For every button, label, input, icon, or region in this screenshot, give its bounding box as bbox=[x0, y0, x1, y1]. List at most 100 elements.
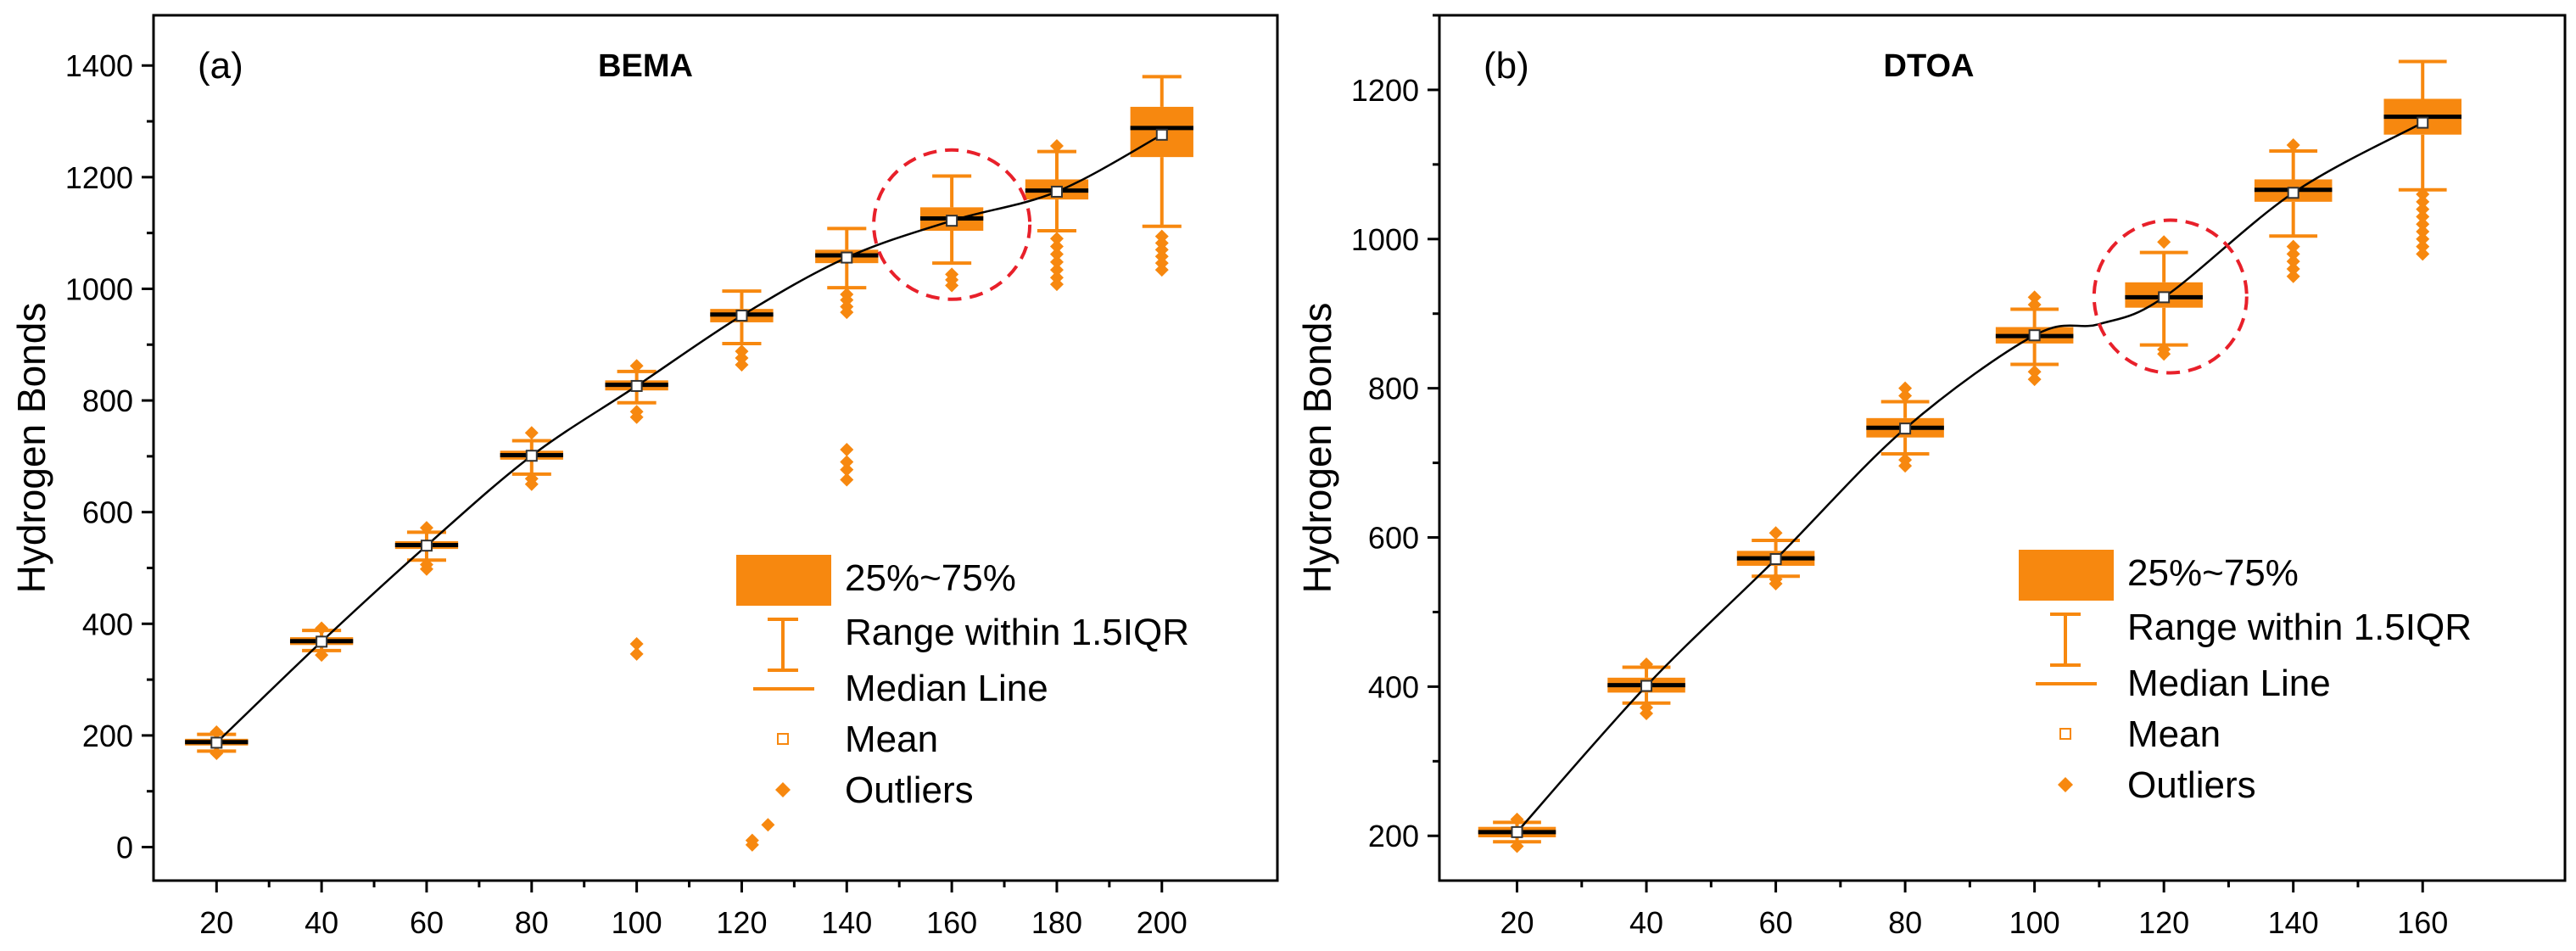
x-tick-label: 40 bbox=[305, 905, 338, 940]
outlier-point bbox=[2286, 261, 2300, 276]
outlier-point bbox=[1769, 572, 1783, 586]
x-tick-label: 60 bbox=[1759, 905, 1793, 940]
mean-marker bbox=[946, 215, 958, 227]
outlier-point bbox=[315, 648, 329, 663]
mean-marker bbox=[630, 379, 643, 392]
outlier-point bbox=[524, 426, 539, 440]
outlier-point bbox=[2157, 235, 2171, 249]
x-tick-label: 120 bbox=[2138, 905, 2189, 940]
outlier-point bbox=[2157, 342, 2171, 356]
legend-swatch-box bbox=[736, 555, 831, 606]
mean-marker bbox=[1769, 553, 1782, 566]
box-160 bbox=[919, 174, 984, 293]
chart-title: BEMA bbox=[598, 48, 693, 84]
outlier-point bbox=[2416, 217, 2430, 232]
legend-swatch-mean bbox=[2059, 728, 2071, 740]
highlight-circle bbox=[872, 148, 1032, 301]
outlier-point bbox=[761, 818, 775, 832]
chart-title: DTOA bbox=[1884, 48, 1975, 84]
y-tick-label: 1000 bbox=[1351, 222, 1419, 257]
outlier-point bbox=[524, 472, 539, 486]
outlier-point bbox=[840, 455, 854, 469]
legend-swatch-outlier bbox=[2058, 777, 2073, 792]
outlier-point bbox=[1640, 657, 1654, 671]
y-tick-label: 1000 bbox=[65, 271, 133, 306]
y-tick-label: 800 bbox=[82, 383, 133, 418]
chart-panel-a: 0 200 400 600 800 1000 1200 1400 20 40 60 80 100 120 1… bbox=[9, 14, 1279, 940]
outlier-point bbox=[629, 359, 644, 373]
y-tick-label: 800 bbox=[1368, 372, 1419, 406]
outlier-point bbox=[1154, 229, 1169, 243]
legend: 25%~75% Range within 1.5IQR Median Line Mea… bbox=[736, 555, 1189, 811]
outlier-point bbox=[1049, 239, 1064, 254]
x-tick-label: 140 bbox=[821, 905, 872, 940]
x-tick-label: 180 bbox=[1031, 905, 1082, 940]
outlier-point bbox=[1049, 247, 1064, 261]
outlier-point bbox=[1049, 263, 1064, 277]
y-axis-label: Hydrogen Bonds bbox=[1295, 303, 1339, 594]
outlier-point bbox=[2416, 194, 2430, 209]
outlier-point bbox=[735, 344, 749, 359]
outlier-point bbox=[2286, 247, 2300, 261]
outlier-point bbox=[210, 724, 224, 739]
box-180 bbox=[1025, 138, 1089, 292]
outlier-point bbox=[629, 636, 644, 651]
box-120 bbox=[2125, 235, 2203, 361]
outlier-point bbox=[945, 267, 959, 282]
outlier-point bbox=[2027, 365, 2042, 379]
plot-frame bbox=[1438, 14, 2567, 882]
outlier-point bbox=[2416, 202, 2430, 216]
mean-marker bbox=[2287, 187, 2299, 199]
outlier-point bbox=[1898, 389, 1913, 403]
x-tick-label: 80 bbox=[1888, 905, 1922, 940]
box-100 bbox=[605, 359, 668, 661]
outlier-point bbox=[2286, 138, 2300, 152]
outlier-point bbox=[2027, 372, 2042, 387]
x-tick-label: 200 bbox=[1137, 905, 1187, 940]
legend-swatch-outlier bbox=[775, 782, 791, 797]
y-tick-label: 200 bbox=[1368, 819, 1419, 853]
chart-panel-b: 200 400 600 800 1000 1200 20 40 60 80 100 120 140 160… bbox=[1295, 14, 2567, 940]
outlier-point bbox=[1769, 526, 1783, 540]
x-tick-label: 160 bbox=[2397, 905, 2448, 940]
mean-marker bbox=[2417, 116, 2429, 129]
box-140 bbox=[2254, 138, 2333, 283]
outlier-point bbox=[1510, 839, 1524, 853]
x-tick-label: 160 bbox=[926, 905, 977, 940]
outlier-point bbox=[2027, 290, 2042, 305]
outlier-point bbox=[2286, 255, 2300, 269]
panel-label: (b) bbox=[1484, 45, 1529, 87]
outlier-point bbox=[1049, 255, 1064, 269]
y-tick-label: 1400 bbox=[65, 48, 133, 83]
y-tick-label: 600 bbox=[82, 495, 133, 530]
box-200 bbox=[1130, 75, 1193, 277]
outlier-point bbox=[419, 521, 433, 535]
y-tick-label: 600 bbox=[1368, 521, 1419, 556]
outlier-point bbox=[745, 833, 759, 848]
mean-marker bbox=[1050, 185, 1063, 198]
legend-swatch-box bbox=[2019, 550, 2114, 601]
legend-label-median: Median Line bbox=[845, 668, 1048, 709]
mean-marker bbox=[1899, 422, 1912, 435]
y-tick-label: 200 bbox=[82, 719, 133, 753]
outlier-point bbox=[1640, 701, 1654, 714]
x-tick-label: 80 bbox=[515, 905, 549, 940]
y-tick-label: 0 bbox=[116, 831, 133, 865]
outlier-point bbox=[840, 442, 854, 456]
y-tick-label: 1200 bbox=[65, 160, 133, 195]
legend-label-range: Range within 1.5IQR bbox=[845, 612, 1189, 653]
outlier-point bbox=[2416, 239, 2430, 254]
outlier-point bbox=[2416, 187, 2430, 202]
mean-marker bbox=[420, 540, 433, 552]
legend-label-mean: Mean bbox=[2127, 713, 2221, 755]
legend-label-mean: Mean bbox=[845, 719, 938, 760]
box-160 bbox=[2383, 59, 2461, 261]
outlier-point bbox=[210, 746, 224, 760]
mean-marker bbox=[1155, 128, 1168, 141]
legend-swatch-mean bbox=[777, 733, 789, 745]
outlier-point bbox=[840, 473, 854, 487]
outlier-point bbox=[2416, 247, 2430, 261]
x-tick-label: 20 bbox=[1500, 905, 1534, 940]
box-140 bbox=[815, 227, 879, 487]
